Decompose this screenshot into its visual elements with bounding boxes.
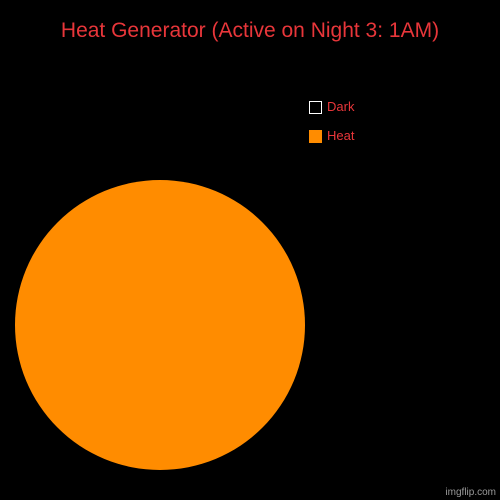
legend-item-heat: Heat	[309, 128, 354, 144]
legend-swatch-heat	[309, 129, 322, 143]
watermark: imgflip.com	[445, 487, 496, 498]
legend-swatch-dark	[309, 100, 322, 114]
chart-title: Heat Generator (Active on Night 3: 1AM)	[60, 19, 440, 42]
pie-slice-heat	[15, 180, 305, 470]
legend-item-dark: Dark	[309, 99, 354, 115]
legend: Dark Heat	[309, 99, 354, 157]
legend-label-heat: Heat	[327, 128, 355, 143]
legend-label-dark: Dark	[327, 99, 355, 114]
pie-slices	[15, 180, 305, 470]
